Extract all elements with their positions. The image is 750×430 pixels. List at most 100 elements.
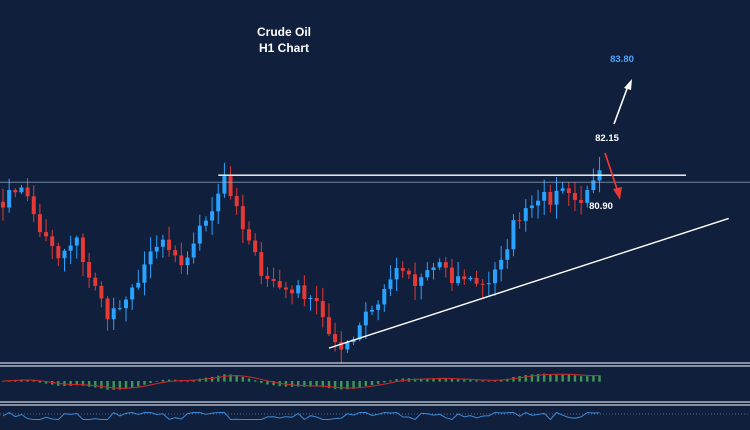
histogram-bar xyxy=(155,381,158,382)
histogram-bar xyxy=(94,381,97,388)
histogram-bar xyxy=(235,375,238,382)
candle-body xyxy=(93,277,98,286)
histogram-bar xyxy=(549,374,552,382)
candle-body xyxy=(363,311,368,326)
histogram-bar xyxy=(137,381,140,387)
candle-body xyxy=(443,262,448,268)
candle-body xyxy=(579,199,584,203)
candle xyxy=(283,281,288,299)
candle-body xyxy=(253,240,258,253)
histogram-bar xyxy=(456,379,460,382)
candle xyxy=(1,188,5,221)
candle-body xyxy=(425,270,430,278)
arrow-down-head-icon xyxy=(613,187,622,200)
histogram-bar xyxy=(69,381,72,386)
candle xyxy=(99,281,104,308)
histogram-bar xyxy=(340,381,343,390)
candle xyxy=(456,261,461,286)
candle xyxy=(560,182,565,194)
candle xyxy=(234,188,239,215)
candle xyxy=(105,296,110,331)
candle xyxy=(80,233,85,277)
histogram-bar xyxy=(444,378,447,382)
candle xyxy=(37,203,42,237)
candle xyxy=(87,253,92,289)
ascending-trendline xyxy=(328,217,729,349)
candle xyxy=(50,229,55,260)
candle xyxy=(382,284,387,313)
histogram-bar xyxy=(426,378,429,382)
candle xyxy=(160,234,165,258)
chart-title: Crude Oil xyxy=(257,25,311,39)
candle xyxy=(130,284,135,310)
histogram-bar xyxy=(395,379,398,382)
histogram-bar xyxy=(358,381,361,388)
histogram-bar xyxy=(543,373,546,382)
candle xyxy=(505,239,510,269)
candle-body xyxy=(376,304,381,310)
histogram-bar xyxy=(315,381,318,387)
candle-body xyxy=(173,250,178,256)
candle-body xyxy=(333,334,338,343)
candle-body xyxy=(148,251,153,265)
resistance-level-label-82-15: 82.15 xyxy=(595,133,619,144)
candle-body xyxy=(480,283,485,285)
candle-body xyxy=(394,268,399,280)
candle xyxy=(185,251,190,275)
arrow-down-icon xyxy=(604,152,619,193)
candle xyxy=(154,235,159,259)
candle xyxy=(74,235,79,259)
candle-body xyxy=(136,282,141,288)
candle-body xyxy=(302,285,307,300)
histogram-bar xyxy=(272,381,275,386)
candle xyxy=(591,168,596,194)
candle-body xyxy=(7,190,12,208)
candle-body xyxy=(265,275,270,279)
histogram-bar xyxy=(143,381,146,385)
candle-body xyxy=(591,180,596,191)
histogram-bar xyxy=(598,375,601,382)
candle-body xyxy=(585,190,590,203)
candle xyxy=(228,166,233,200)
histogram-bar xyxy=(586,376,589,382)
histogram-bar xyxy=(124,381,128,389)
candle-body xyxy=(486,283,491,285)
candle xyxy=(290,285,295,305)
candle xyxy=(13,188,18,198)
candle-body xyxy=(179,255,184,266)
candle xyxy=(271,267,276,288)
histogram-bar xyxy=(130,381,134,388)
candle xyxy=(388,265,393,297)
candle-body xyxy=(566,188,571,194)
candle-body xyxy=(247,229,251,241)
chart-subtitle: H1 Chart xyxy=(259,41,309,55)
histogram-bar xyxy=(579,376,583,382)
candle xyxy=(449,258,454,291)
histogram-bar xyxy=(260,381,263,383)
histogram-bar xyxy=(32,380,35,382)
candle-body xyxy=(320,301,325,318)
candle xyxy=(363,302,368,340)
candle xyxy=(376,300,381,321)
candle xyxy=(425,261,430,281)
candle-body xyxy=(210,211,215,221)
histogram-bar xyxy=(303,381,306,387)
candle xyxy=(31,185,36,223)
candle-body xyxy=(437,262,442,268)
candle-body xyxy=(326,317,331,335)
candle-body xyxy=(1,201,5,208)
candle-body xyxy=(277,281,282,288)
histogram-bar xyxy=(370,381,374,385)
histogram-bar xyxy=(1,381,5,382)
histogram-bar xyxy=(481,380,484,382)
histogram-bar xyxy=(506,378,509,382)
candle-body xyxy=(511,220,516,250)
candle-body xyxy=(74,237,79,246)
histogram-signal-line xyxy=(2,373,600,389)
candle xyxy=(486,271,491,296)
candle xyxy=(437,258,442,271)
candle xyxy=(572,182,577,212)
